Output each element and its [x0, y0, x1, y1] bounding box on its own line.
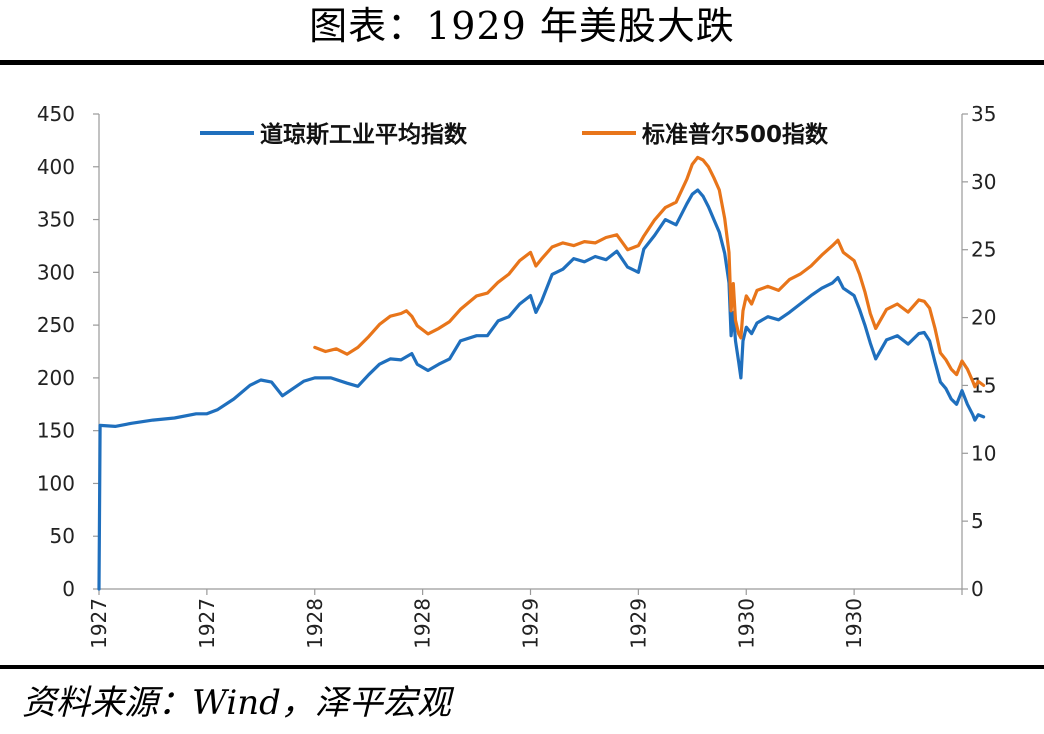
left-tick-label: 0	[62, 577, 75, 601]
left-tick-label: 150	[37, 419, 75, 443]
plot-area	[97, 155, 986, 591]
x-tick-label: 1929	[626, 598, 650, 649]
bottom-rule	[0, 665, 1044, 669]
x-tick-label: 1928	[411, 598, 435, 649]
left-tick-label: 350	[37, 208, 75, 232]
x-tick-label: 1927	[87, 598, 111, 649]
right-tick-label: 30	[971, 170, 996, 194]
chart-legend: 道琼斯工业平均指数 标准普尔500指数	[200, 121, 829, 148]
x-tick-label: 1930	[734, 598, 758, 649]
right-tick-label: 20	[971, 306, 996, 330]
right-tick-label: 35	[971, 102, 996, 126]
chart-title: 图表：1929 年美股大跌	[309, 4, 735, 48]
legend-label-sp500: 标准普尔500指数	[642, 121, 829, 148]
legend-label-dow-jones: 道琼斯工业平均指数	[260, 121, 468, 148]
top-rule	[0, 60, 1044, 65]
x-tick-label: 1927	[195, 598, 219, 649]
sp500-series-line	[313, 155, 986, 389]
right-tick-label: 25	[971, 238, 996, 262]
source-note: 资料来源：Wind，泽平宏观	[22, 683, 451, 723]
chart-axes: 0501001502002503003504004500510152025303…	[37, 102, 997, 649]
left-tick-label: 250	[37, 313, 75, 337]
right-tick-label: 5	[971, 509, 984, 533]
right-tick-label: 0	[971, 577, 984, 601]
left-tick-label: 300	[37, 260, 75, 284]
left-tick-label: 100	[37, 471, 75, 495]
left-tick-label: 450	[37, 102, 75, 126]
x-tick-label: 1929	[519, 598, 543, 649]
x-tick-label: 1930	[842, 598, 866, 649]
x-tick-label: 1928	[303, 598, 327, 649]
dow-jones-series-line	[97, 188, 986, 591]
left-tick-label: 200	[37, 366, 75, 390]
right-tick-label: 10	[971, 441, 996, 465]
left-tick-label: 400	[37, 155, 75, 179]
left-tick-label: 50	[50, 524, 75, 548]
